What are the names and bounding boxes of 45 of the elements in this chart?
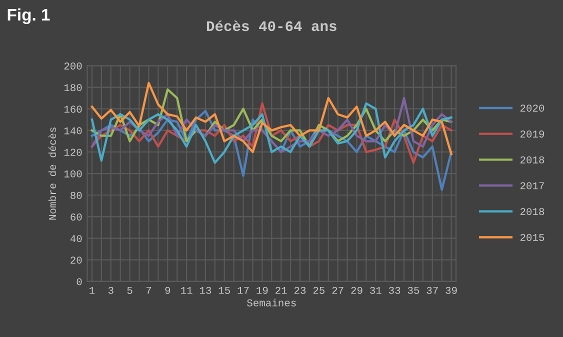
x-tick-label: 17 xyxy=(238,286,249,294)
y-tick-label: 120 xyxy=(64,148,82,156)
legend-label: 2020 xyxy=(520,104,544,112)
x-tick-label: 35 xyxy=(408,286,420,294)
x-tick-label: 15 xyxy=(218,286,230,294)
x-tick-label: 37 xyxy=(426,286,438,294)
y-tick-label: 180 xyxy=(64,84,82,92)
y-tick-label: 200 xyxy=(64,62,82,70)
y-tick-label: 160 xyxy=(64,106,82,113)
x-tick-label: 39 xyxy=(446,286,457,294)
y-tick-label: 40 xyxy=(70,235,82,242)
x-axis-title: Semaines xyxy=(247,298,296,306)
legend-label: 2017 xyxy=(520,182,544,190)
y-tick-label: 100 xyxy=(64,170,82,178)
x-tick-label: 3 xyxy=(108,286,114,294)
y-tick-label: 20 xyxy=(70,256,82,264)
legend-label: 2018 xyxy=(520,156,544,164)
line-series xyxy=(90,96,452,154)
line-series xyxy=(90,82,452,156)
line-series xyxy=(90,110,452,191)
x-tick-label: 25 xyxy=(313,286,325,294)
chart-title: Décès 40-64 ans xyxy=(206,20,336,32)
x-tick-label: 21 xyxy=(276,286,287,294)
x-tick-label: 27 xyxy=(332,286,344,294)
y-tick-label: 60 xyxy=(70,214,82,221)
x-tick-label: 29 xyxy=(351,286,362,294)
x-tick-label: 33 xyxy=(388,286,400,294)
x-tick-label: 7 xyxy=(146,286,152,294)
line-series xyxy=(90,102,452,164)
legend-label: 2019 xyxy=(520,130,544,138)
x-tick-label: 19 xyxy=(256,286,268,294)
y-tick-label: 140 xyxy=(64,127,82,134)
x-tick-label: 5 xyxy=(127,286,132,294)
y-tick-label: 0 xyxy=(76,278,82,286)
x-tick-label: 23 xyxy=(294,286,306,294)
y-axis-title: Nombre de décès xyxy=(48,128,56,220)
x-tick-label: 11 xyxy=(181,286,192,294)
x-tick-label: 1 xyxy=(90,286,95,294)
y-tick-label: 80 xyxy=(70,192,82,199)
caption: Fig. 1 xyxy=(8,8,50,24)
legend-label: 2018 xyxy=(520,208,544,216)
x-tick-label: 31 xyxy=(370,286,382,294)
x-tick-label: 9 xyxy=(165,286,170,294)
legend-label: 2015 xyxy=(520,234,544,241)
x-tick-label: 13 xyxy=(200,286,212,294)
